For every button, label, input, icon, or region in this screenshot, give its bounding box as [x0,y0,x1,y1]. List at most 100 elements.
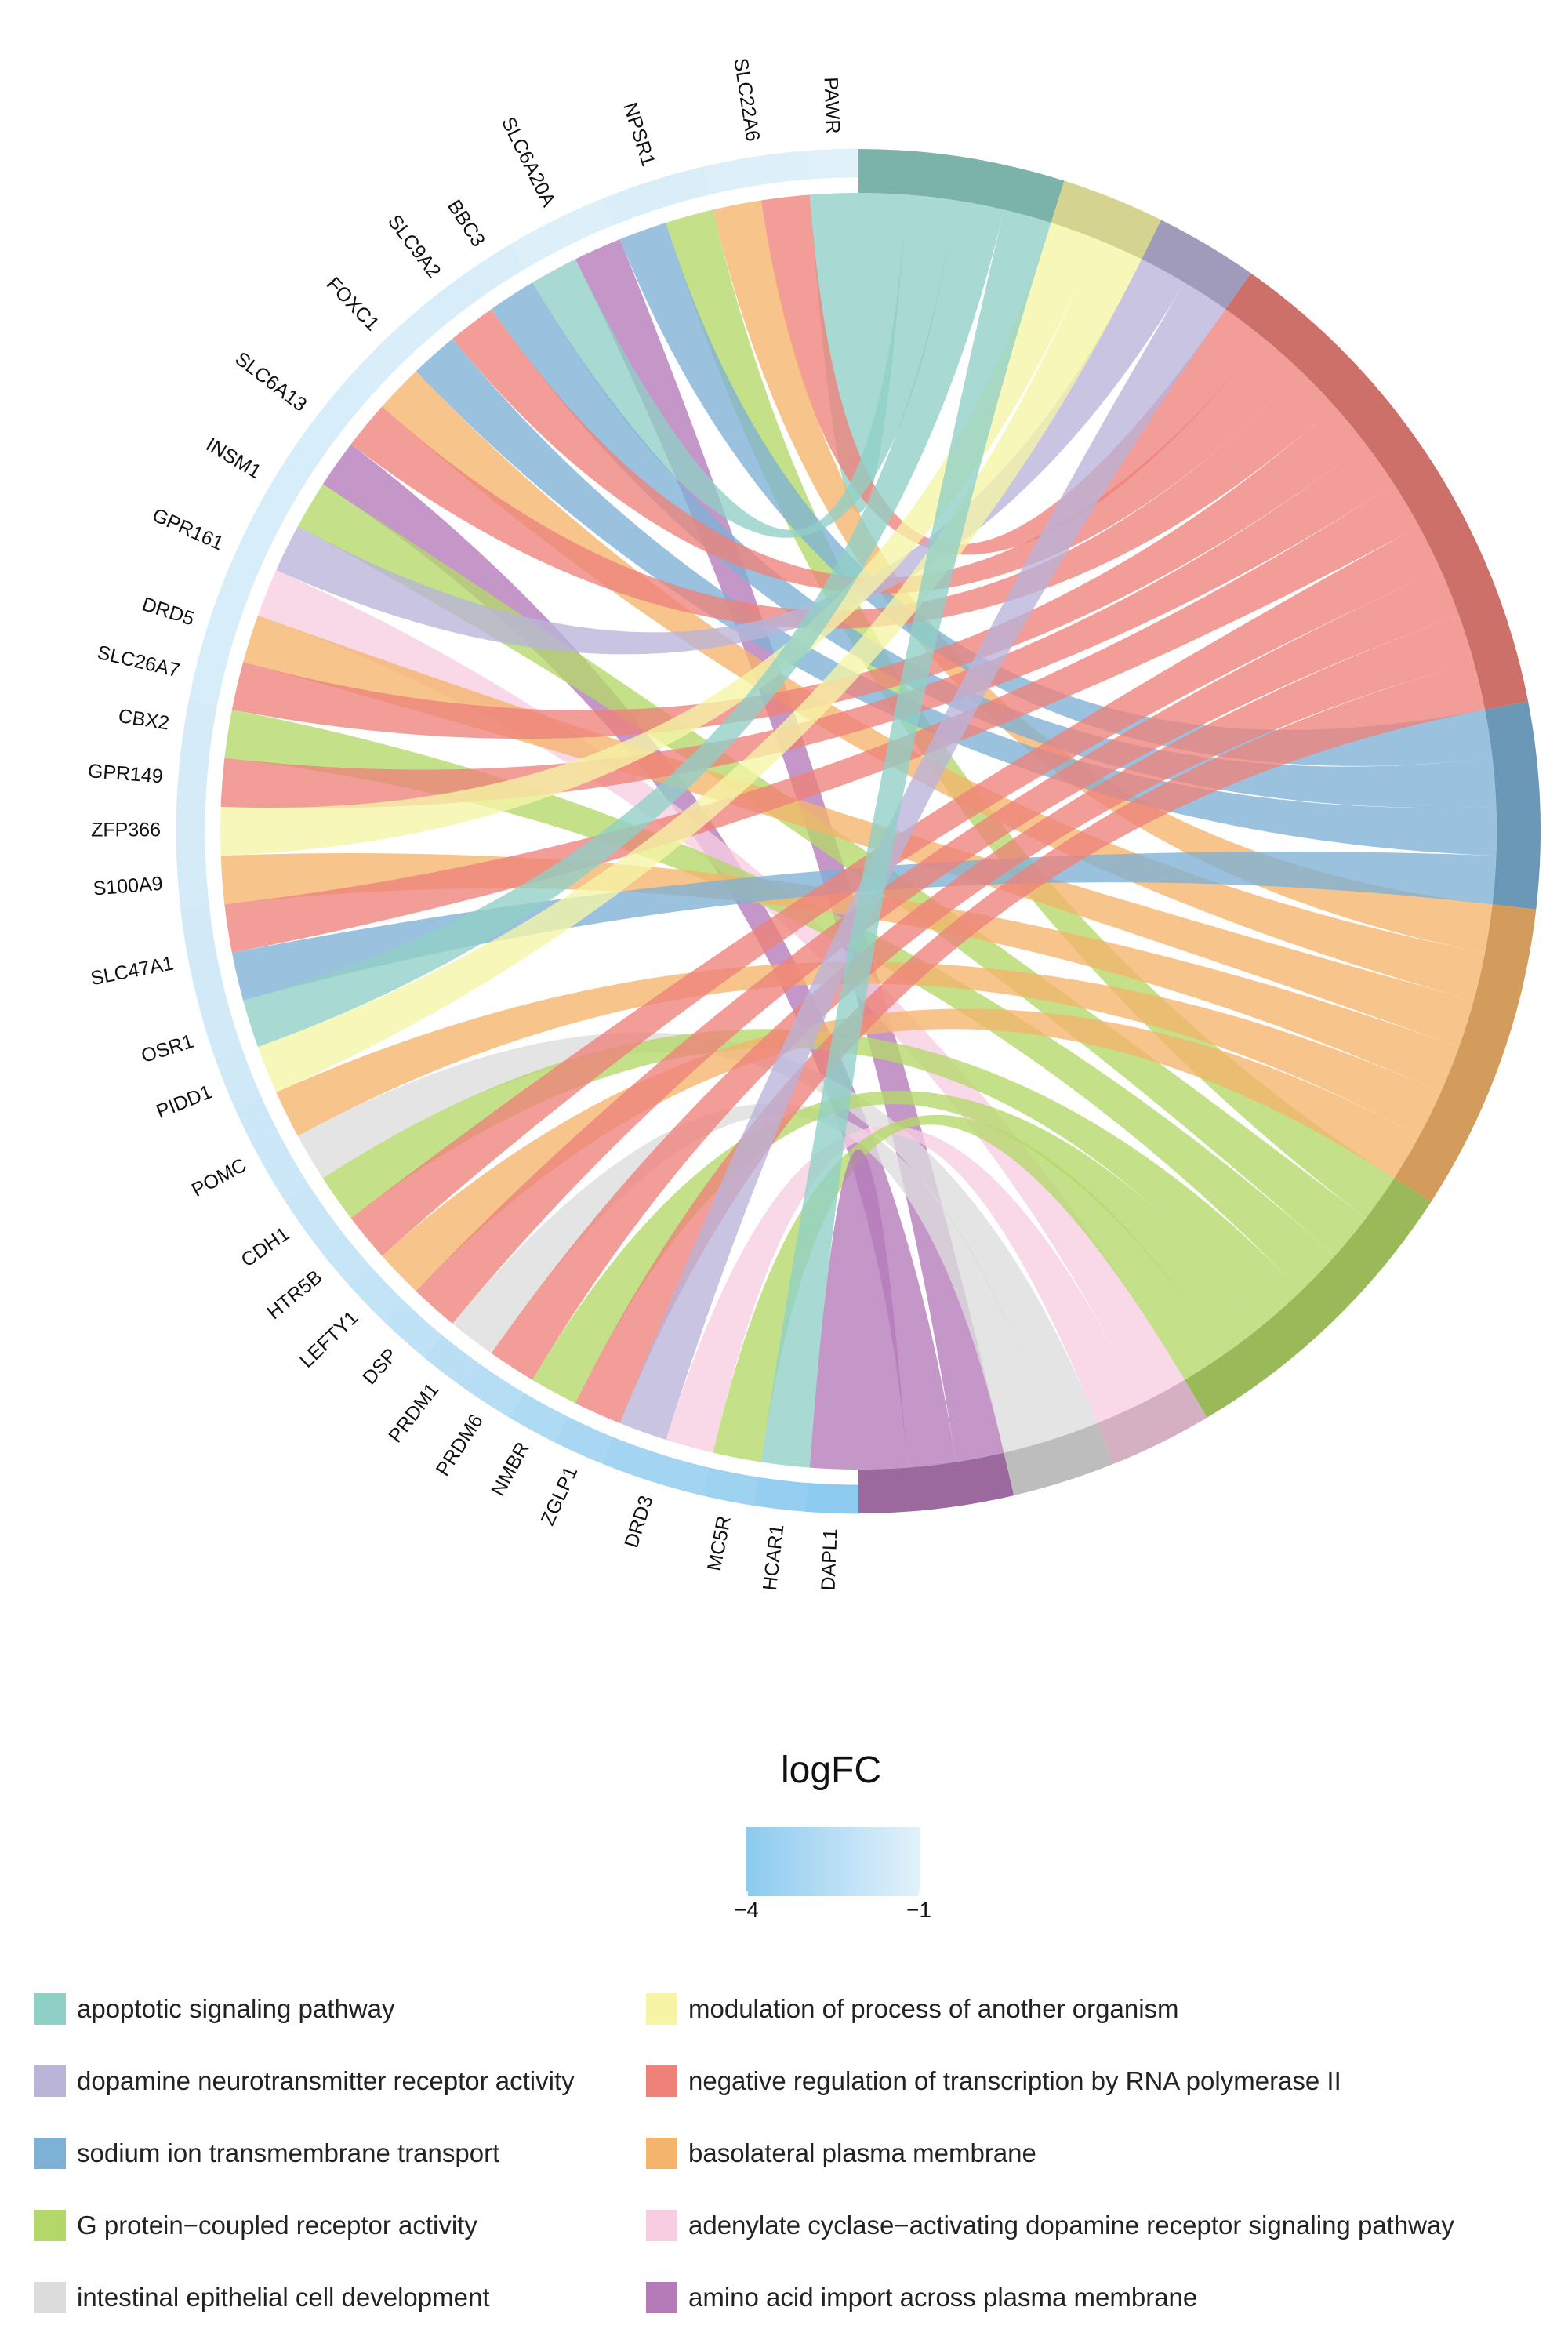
ribbon-insm1-13 [297,484,1367,1256]
gene-label-dapl1: DAPL1 [817,1528,841,1591]
gene-label-slc22a6: SLC22A6 [729,56,764,143]
legend-swatch [646,2282,677,2313]
gene-label-npsr1: NPSR1 [619,100,659,169]
legend-label: basolateral plasma membrane [688,2138,1036,2167]
gene-arc-pawr [805,148,859,180]
gene-label-nmbr: NMBR [487,1439,534,1500]
gene-label-cdh1: CDH1 [238,1223,294,1271]
gene-label-pidd1: PIDD1 [153,1081,215,1122]
legend-item-0: apoptotic signaling pathway [34,1992,394,2026]
gene-label-zglp1: ZGLP1 [536,1463,582,1529]
ribbon-slc6a20a-5 [575,239,1004,1462]
ribbon-drd3-37 [666,1126,1142,1453]
legend-item-7: adenylate cyclase−activating dopamine re… [646,2208,1454,2243]
gene-arc-zglp1 [555,1416,615,1465]
legend-swatch [34,2065,66,2097]
legend-item-3: negative regulation of transcription by … [646,2064,1341,2098]
gene-label-insm1: INSM1 [202,434,265,483]
gene-arc-osr1 [200,1004,244,1063]
legend-item-6: G protein−coupled receptor activity [34,2208,477,2243]
ribbons [220,193,1497,1470]
ribbon-npsr1-4 [619,222,1493,766]
gene-label-drd5: DRD5 [140,593,197,630]
gene-label-prdm1: PRDM1 [384,1379,443,1447]
gene-label-slc9a2: SLC9A2 [383,211,445,282]
ribbon-mc5r-38 [713,1114,1226,1462]
ribbon-prdm1-32 [452,1103,1051,1453]
gene-label-foxc1: FOXC1 [322,273,383,335]
term-arc-6 [1184,1178,1432,1418]
gene-label-gpr161: GPR161 [149,504,227,555]
gene-label-hcar1: HCAR1 [759,1523,789,1591]
legend-label: apoptotic signaling pathway [77,1994,395,2023]
gene-label-slc47a1: SLC47A1 [89,952,175,990]
gene-label-mc5r: MC5R [703,1514,735,1573]
gene-arc-mc5r [702,1467,760,1506]
gene-arc-slc47a1 [180,906,229,1013]
legend-label: intestinal epithelial cell development [77,2283,490,2312]
ribbon-slc6a20a-6 [532,194,956,538]
ribbon-foxc1-10 [382,371,1486,1001]
legend-swatch [646,2065,677,2097]
gene-label-lefty1: LEFTY1 [296,1306,362,1372]
gene-label-slc26a7: SLC26A7 [95,641,182,682]
colorbar-title: logFC [780,1749,882,1791]
legend-label: sodium ion transmembrane transport [77,2138,500,2167]
legend-swatch [646,2210,677,2241]
gene-label-dsp: DSP [358,1344,401,1389]
legend-swatch [34,1993,66,2025]
ribbon-drd3-36 [619,282,1226,1441]
ribbon-cdh1-28 [322,1029,1301,1324]
ribbon-nmbr-34 [532,1090,1265,1404]
gene-label-drd3: DRD3 [620,1493,657,1550]
term-arcs [858,149,1541,1513]
gene-label-s100a9: S100A9 [93,873,164,900]
gene-arc-hcar1 [753,1477,809,1512]
ribbon-hcar1-39 [760,209,1051,1468]
term-arc-1 [1051,180,1162,260]
ribbon-slc9a2-8 [452,309,1301,594]
term-arc-0 [858,149,1065,223]
gene-label-pomc: POMC [188,1154,250,1201]
term-arc-5 [1394,904,1537,1202]
gene-label-pawr: PAWR [820,77,844,134]
ribbon-zfp366-20 [220,222,1098,856]
legend-item-1: modulation of process of another organis… [646,1992,1179,2026]
legend-label: amino acid import across plasma membrane [688,2283,1198,2312]
gene-label-htr5b: HTR5B [263,1266,326,1324]
legend-swatch [34,2282,66,2313]
ribbon-dsp-31 [416,570,1460,1324]
term-arc-8 [1004,1422,1114,1496]
legend-label: negative regulation of transcription by … [688,2066,1341,2095]
gene-arc-s100a9 [176,856,209,910]
ribbon-htr5b-29 [350,526,1441,1256]
legend-swatch [646,1993,677,2025]
legend-swatch [646,2138,677,2169]
ribbon-slc47a1-22 [224,484,1420,953]
colorbar-max-label: −1 [906,1898,931,1922]
ribbon-slc6a13-11 [350,371,1335,629]
gene-arc-cbx2 [180,700,217,757]
gene-arc-zfp366 [176,805,206,858]
legend-item-5: basolateral plasma membrane [646,2136,1036,2171]
ribbon-slc22a6-1 [760,194,1265,555]
ribbon-dapl1-40 [809,1149,908,1470]
gene-label-gpr149: GPR149 [87,760,164,787]
gene-label-zfp366: ZFP366 [91,819,161,841]
legend-label: modulation of process of another organis… [688,1994,1179,2023]
ribbon-npsr1-3 [666,209,1395,1219]
gene-label-prdm6: PRDM6 [432,1411,488,1480]
gene-arcs [176,148,859,1514]
gene-label-osr1: OSR1 [139,1030,196,1067]
gene-arc-dapl1 [805,1483,859,1514]
legend-item-8: intestinal epithelial cell development [34,2280,490,2315]
gene-arc-drd5 [200,600,244,659]
gene-label-cbx2: CBX2 [117,705,171,735]
gene-label-slc6a20a: SLC6A20A [497,114,560,211]
colorbar-tick-max [919,1891,920,1901]
gene-label-slc6a13: SLC6A13 [230,347,310,416]
colorbar-gradient [746,1827,920,1896]
chord-diagram: PAWRSLC22A6NPSR1SLC6A20ABBC3SLC9A2FOXC1S… [87,56,1541,1592]
ribbon-pomc-26 [276,961,1441,1136]
legend-label: adenylate cyclase−activating dopamine re… [688,2211,1454,2240]
